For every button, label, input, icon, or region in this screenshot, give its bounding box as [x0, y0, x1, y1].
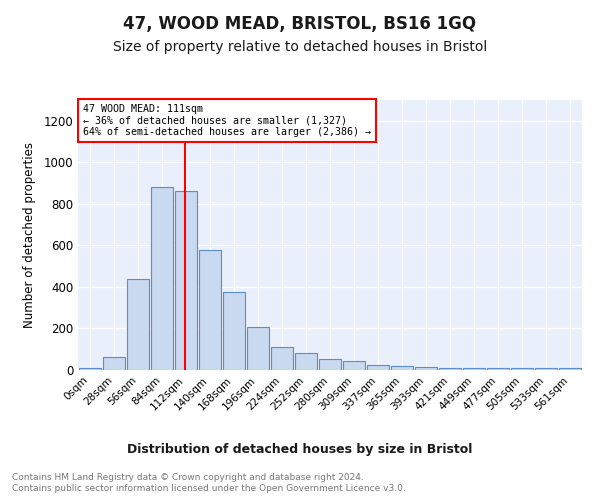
- Bar: [199, 250, 221, 370]
- Bar: [103, 356, 125, 370]
- Bar: [415, 367, 437, 370]
- Bar: [439, 368, 461, 370]
- Bar: [295, 354, 317, 370]
- Bar: [79, 368, 101, 370]
- Bar: [127, 278, 149, 370]
- Bar: [487, 368, 509, 370]
- Text: Contains HM Land Registry data © Crown copyright and database right 2024.: Contains HM Land Registry data © Crown c…: [12, 472, 364, 482]
- Bar: [175, 192, 197, 370]
- Bar: [511, 368, 533, 370]
- Bar: [343, 360, 365, 370]
- Text: Distribution of detached houses by size in Bristol: Distribution of detached houses by size …: [127, 442, 473, 456]
- Bar: [151, 187, 173, 370]
- Bar: [463, 368, 485, 370]
- Text: Contains public sector information licensed under the Open Government Licence v3: Contains public sector information licen…: [12, 484, 406, 493]
- Bar: [223, 292, 245, 370]
- Bar: [247, 328, 269, 370]
- Y-axis label: Number of detached properties: Number of detached properties: [23, 142, 37, 328]
- Bar: [535, 368, 557, 370]
- Text: 47, WOOD MEAD, BRISTOL, BS16 1GQ: 47, WOOD MEAD, BRISTOL, BS16 1GQ: [124, 15, 476, 33]
- Bar: [367, 366, 389, 370]
- Text: Size of property relative to detached houses in Bristol: Size of property relative to detached ho…: [113, 40, 487, 54]
- Bar: [391, 366, 413, 370]
- Bar: [271, 347, 293, 370]
- Bar: [319, 358, 341, 370]
- Text: 47 WOOD MEAD: 111sqm
← 36% of detached houses are smaller (1,327)
64% of semi-de: 47 WOOD MEAD: 111sqm ← 36% of detached h…: [83, 104, 371, 137]
- Bar: [559, 368, 581, 370]
